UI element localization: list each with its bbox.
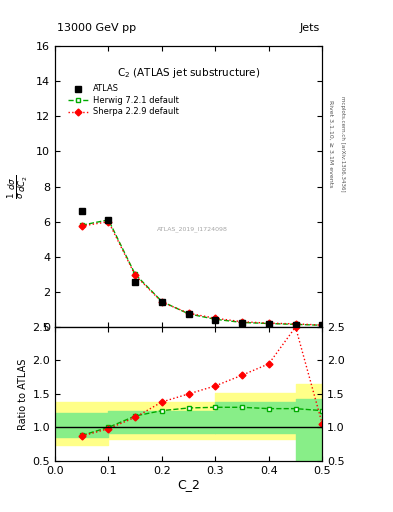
Text: ATLAS_2019_I1724098: ATLAS_2019_I1724098 xyxy=(156,226,228,231)
Text: Jets: Jets xyxy=(300,23,320,33)
Y-axis label: $\frac{1}{\sigma}\frac{d\sigma}{dC_2}$: $\frac{1}{\sigma}\frac{d\sigma}{dC_2}$ xyxy=(7,174,31,199)
Text: mcplots.cern.ch [arXiv:1306.3436]: mcplots.cern.ch [arXiv:1306.3436] xyxy=(340,96,345,191)
Text: 13000 GeV pp: 13000 GeV pp xyxy=(57,23,136,33)
X-axis label: C_2: C_2 xyxy=(177,478,200,492)
Text: C$_2$ (ATLAS jet substructure): C$_2$ (ATLAS jet substructure) xyxy=(117,66,260,80)
Legend: ATLAS, Herwig 7.2.1 default, Sherpa 2.2.9 default: ATLAS, Herwig 7.2.1 default, Sherpa 2.2.… xyxy=(64,81,182,120)
Y-axis label: Ratio to ATLAS: Ratio to ATLAS xyxy=(18,358,28,430)
Text: Rivet 3.1.10, ≥ 3.1M events: Rivet 3.1.10, ≥ 3.1M events xyxy=(328,100,333,187)
